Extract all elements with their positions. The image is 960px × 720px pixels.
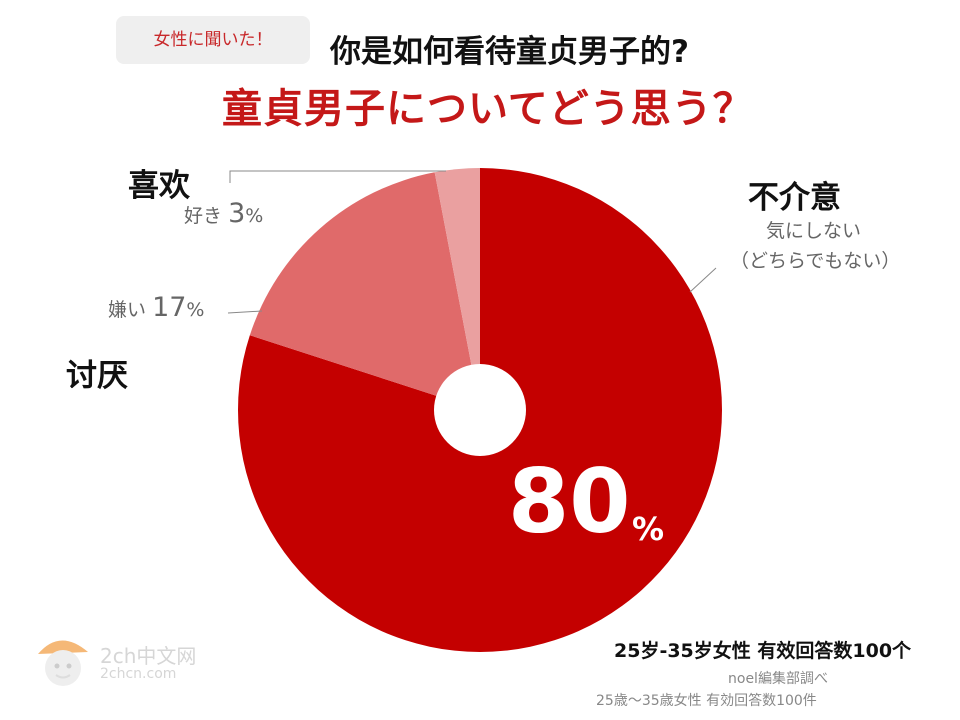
indifferent-label-jp: 気にしない <box>766 220 862 242</box>
like-label-jp: 好き 3% <box>184 198 263 229</box>
dislike-label-zh: 讨厌 <box>66 358 128 394</box>
like-percent-sign: % <box>245 205 264 227</box>
indifferent-label-zh: 不介意 <box>748 180 841 216</box>
like-percent-value: 3 <box>228 198 246 229</box>
mascot-logo-icon <box>38 640 88 686</box>
chinese-title: 你是如何看待童贞男子的? <box>330 34 689 70</box>
like-label-zh: 喜欢 <box>128 168 190 204</box>
sample-note-jp: 25歳〜35歳女性 有効回答数100件 <box>596 693 817 709</box>
like-leader-line <box>229 170 446 183</box>
dislike-leader-line <box>227 310 263 314</box>
japanese-title: 童貞男子についてどう思う？ <box>222 86 754 132</box>
dislike-label-jp: 嫌い 17% <box>108 292 204 323</box>
main-percent-sign: % <box>632 510 665 548</box>
indifferent-label-jp-sub: （どちらでもない） <box>730 250 901 272</box>
watermark-url: 2chcn.com <box>100 666 177 682</box>
slice-like <box>434 168 480 410</box>
sample-summary-zh: 25岁-35岁女性 有效回答数100个 <box>614 640 912 662</box>
dislike-label-text: 嫌い <box>108 299 147 321</box>
main-percent-value: 80 <box>508 450 631 553</box>
watermark-text: 2ch中文网 <box>100 644 197 668</box>
indifferent-leader-line <box>689 267 717 293</box>
donut-hole <box>434 364 526 456</box>
like-label-text: 好き <box>184 205 223 227</box>
dislike-percent-value: 17 <box>152 292 187 323</box>
source-credit: noel編集部調べ <box>728 671 828 687</box>
slice-dislike <box>249 172 480 410</box>
dislike-percent-sign: % <box>186 299 205 321</box>
survey-badge: 女性に聞いた！ <box>116 16 310 64</box>
